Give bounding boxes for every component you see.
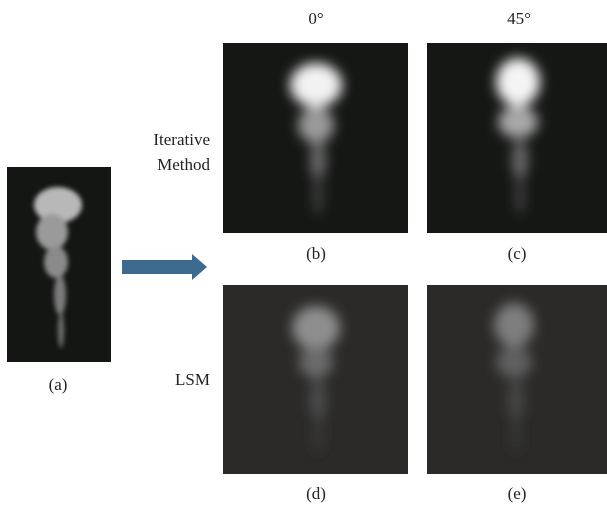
- panel-b-image: [223, 43, 408, 233]
- column-header: 0°: [308, 9, 323, 28]
- panel-label: (d): [306, 484, 326, 503]
- column-header: 45°: [507, 9, 531, 28]
- row-label: LSM: [175, 370, 210, 389]
- panel-label: (a): [49, 375, 68, 394]
- row-label: Method: [157, 155, 210, 174]
- panel-c-image: [427, 43, 607, 233]
- panel-a-image: [7, 167, 111, 362]
- panel-label: (e): [508, 484, 527, 503]
- panel-label: (b): [306, 244, 326, 263]
- panel-e-image: [427, 285, 607, 474]
- panel-d-image: [223, 285, 408, 474]
- panel-label: (c): [508, 244, 527, 263]
- row-label: Iterative: [153, 130, 210, 149]
- arrow: [122, 254, 207, 280]
